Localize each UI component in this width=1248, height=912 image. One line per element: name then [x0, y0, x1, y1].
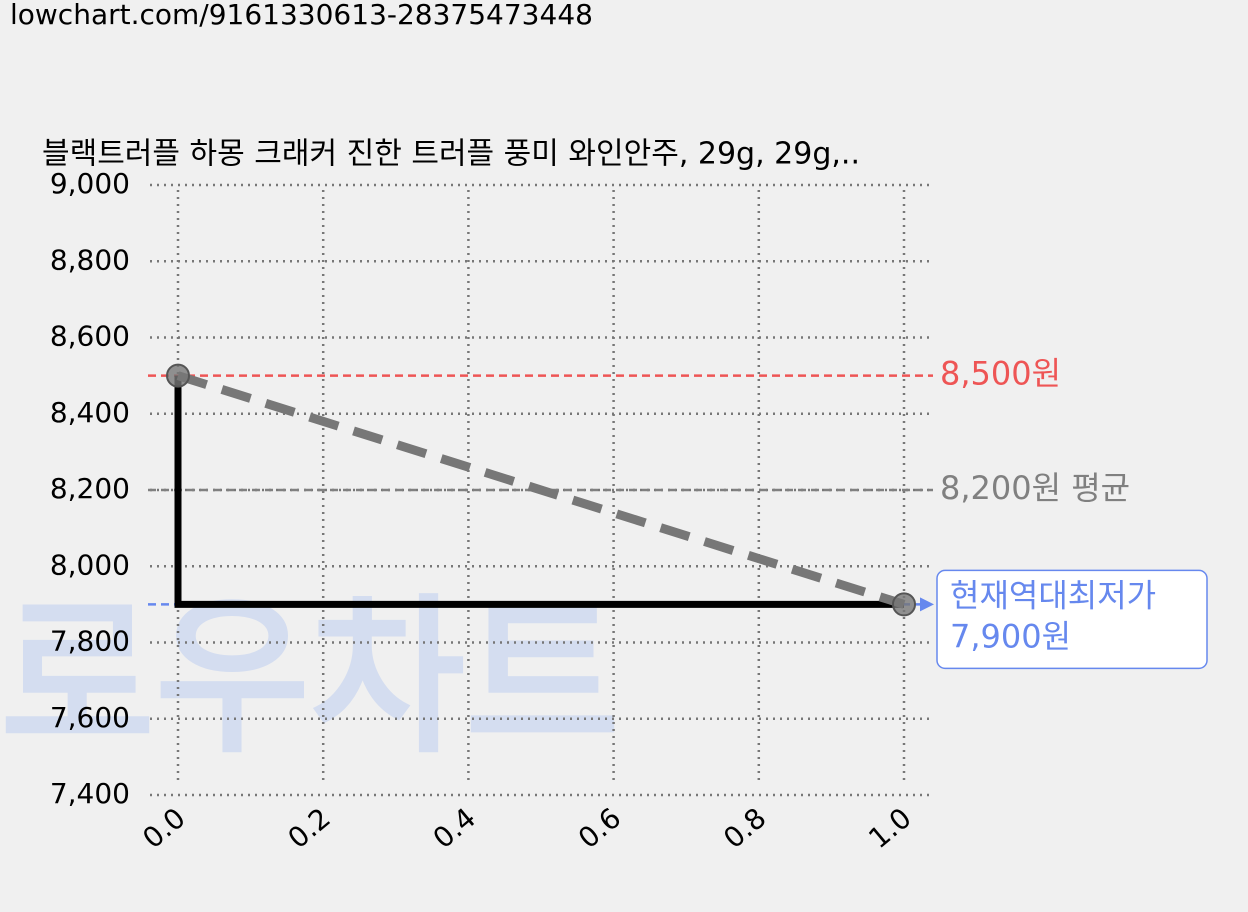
reference-text: 현재역대최저가: [950, 576, 1156, 614]
y-tick-label: 8,400: [50, 396, 130, 429]
reference-label: 8,500원: [940, 355, 1061, 393]
trend-line: [176, 371, 906, 609]
point-marker: [166, 363, 190, 388]
y-tick-label: 7,600: [50, 701, 130, 734]
url: lowchart.com/9161330613-28375473448: [10, 0, 593, 31]
y-tick-label: 8,200: [50, 472, 130, 505]
y-tick-label: 8,800: [50, 243, 130, 276]
reference-label: 7,900원: [950, 617, 1071, 655]
watermark: 로우차트: [0, 579, 620, 777]
y-tick-label: 8,000: [50, 548, 130, 581]
reference-label: 8,200원 평균: [940, 469, 1130, 507]
y-tick-label: 8,600: [50, 320, 130, 353]
point-marker: [892, 592, 916, 617]
arrow-head: [920, 597, 934, 612]
chart-title: 블랙트러플 하몽 크래커 진한 트러플 풍미 와인안주, 29g, 29g,..: [42, 137, 860, 172]
y-tick-label: 9,000: [50, 167, 130, 200]
price-step-line: [174, 375, 904, 608]
y-tick-label: 7,800: [50, 625, 130, 658]
y-tick-label: 7,400: [50, 777, 130, 810]
label-box: [936, 569, 1208, 670]
